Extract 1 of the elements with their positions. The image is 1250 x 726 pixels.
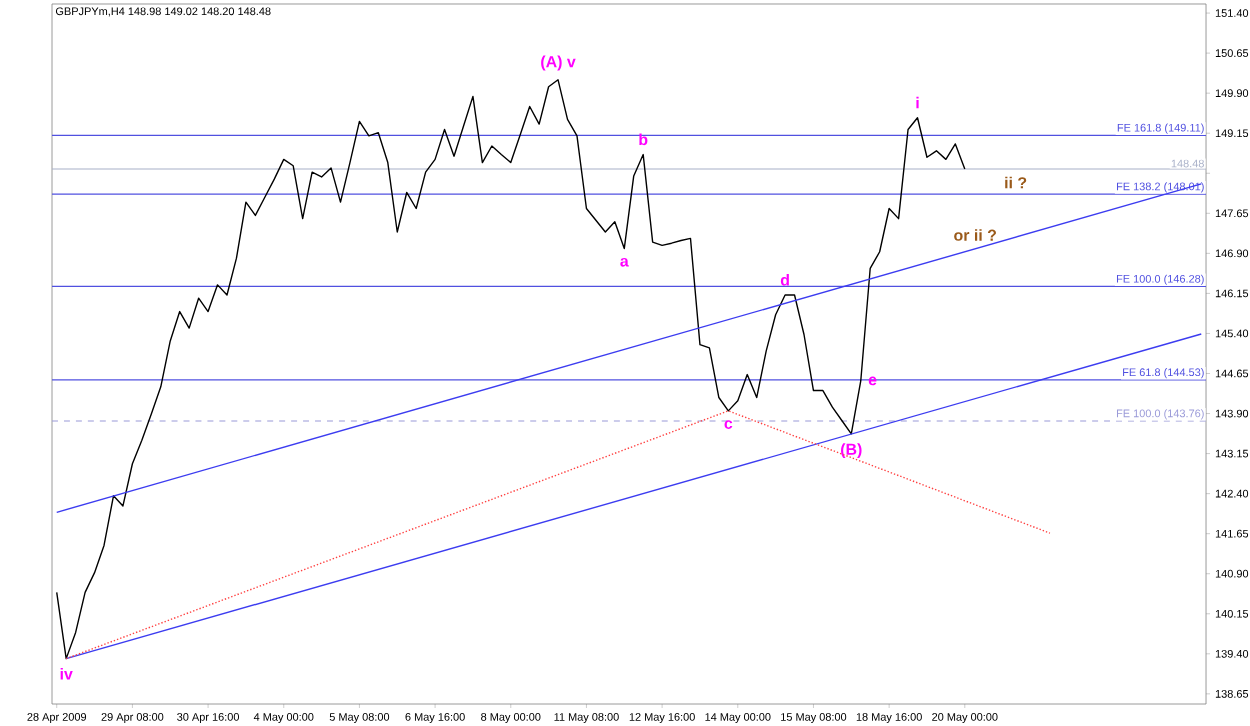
line-series	[56, 79, 966, 660]
